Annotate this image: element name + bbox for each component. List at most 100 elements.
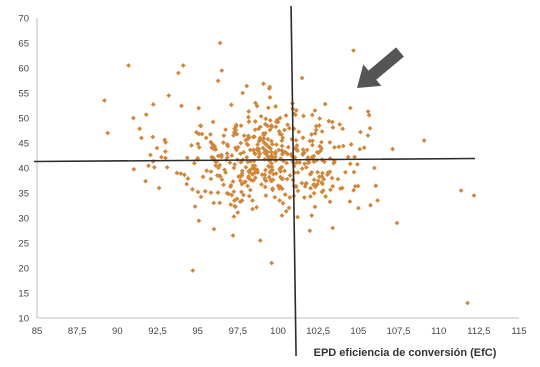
data-point	[245, 183, 251, 189]
data-point	[209, 154, 215, 160]
data-point	[269, 164, 275, 170]
data-point	[241, 133, 247, 138]
data-point	[234, 196, 240, 202]
data-point	[306, 159, 312, 165]
data-point	[320, 188, 326, 193]
data-point	[309, 132, 314, 137]
data-point	[279, 176, 285, 182]
data-point	[250, 178, 256, 183]
data-point	[131, 166, 137, 172]
data-point	[259, 172, 265, 178]
data-point	[174, 170, 180, 176]
data-point	[365, 133, 371, 138]
y-tick-label: 25	[18, 239, 29, 250]
data-point	[239, 181, 245, 187]
data-point	[327, 156, 333, 161]
data-point	[214, 173, 220, 178]
y-tick-label: 30	[18, 214, 29, 225]
data-point	[268, 149, 274, 155]
data-point	[239, 198, 245, 203]
data-point	[325, 170, 331, 175]
data-point	[158, 154, 164, 160]
data-point	[222, 167, 227, 173]
data-point	[228, 102, 234, 108]
data-point	[293, 184, 299, 189]
data-point	[243, 137, 249, 143]
data-point	[237, 178, 243, 184]
data-point	[232, 126, 238, 132]
x-tick-label: 85	[32, 326, 43, 337]
data-point	[361, 145, 367, 151]
data-point	[311, 159, 317, 165]
data-point	[275, 119, 281, 125]
axes-layer: 10 15 20 25 30 35 40 45 50 55 60 65 70 85 87,5 90 92,5 95…	[18, 14, 526, 338]
data-point	[260, 145, 266, 151]
data-point	[204, 168, 210, 174]
data-point	[267, 84, 273, 90]
data-point	[315, 181, 320, 187]
data-point	[336, 144, 342, 150]
data-point	[316, 123, 322, 128]
data-point	[279, 186, 285, 192]
data-point	[228, 182, 234, 188]
data-point	[248, 177, 254, 183]
data-point	[279, 143, 285, 149]
data-point	[320, 170, 325, 176]
data-point	[180, 63, 186, 68]
data-point	[208, 169, 214, 174]
data-point	[219, 152, 224, 158]
data-point	[311, 182, 316, 188]
data-point	[139, 135, 144, 141]
data-point	[261, 135, 267, 141]
data-point	[257, 135, 263, 141]
data-point	[274, 142, 279, 148]
data-point	[292, 112, 298, 118]
data-point	[208, 190, 214, 196]
x-tick-label: 87,5	[68, 326, 87, 337]
data-point	[262, 150, 267, 155]
data-point	[327, 199, 333, 205]
y-tick-label: 50	[18, 114, 29, 125]
data-point	[235, 144, 241, 150]
data-point	[373, 183, 379, 189]
data-point	[351, 48, 356, 53]
data-point	[286, 205, 292, 211]
data-point	[265, 105, 271, 111]
data-point	[283, 113, 289, 118]
data-point	[279, 147, 285, 153]
data-point	[299, 166, 305, 171]
data-point	[235, 210, 241, 215]
data-point	[295, 188, 301, 194]
data-point	[272, 194, 278, 200]
data-point	[251, 134, 257, 140]
data-point	[240, 90, 246, 96]
data-point	[329, 175, 335, 181]
data-point	[268, 146, 273, 151]
x-tick-label: 90	[112, 326, 123, 337]
data-point	[286, 125, 292, 131]
data-point	[211, 200, 217, 206]
data-point	[390, 146, 396, 152]
y-tick-label: 60	[18, 64, 29, 75]
data-point	[246, 174, 252, 179]
data-point	[246, 109, 252, 114]
data-point	[189, 143, 194, 148]
data-point	[238, 140, 244, 146]
data-point	[315, 169, 321, 175]
data-point	[166, 93, 172, 98]
data-point	[246, 114, 251, 120]
data-point	[131, 115, 136, 121]
data-point	[156, 185, 162, 191]
data-point	[162, 149, 168, 154]
data-point	[318, 148, 323, 154]
data-point	[238, 159, 244, 165]
data-point	[307, 138, 313, 144]
data-point	[273, 104, 278, 109]
data-point	[210, 119, 216, 125]
data-point	[163, 155, 168, 161]
data-point	[270, 155, 276, 161]
data-point	[292, 155, 298, 160]
data-point	[193, 129, 199, 135]
data-point	[313, 123, 319, 129]
